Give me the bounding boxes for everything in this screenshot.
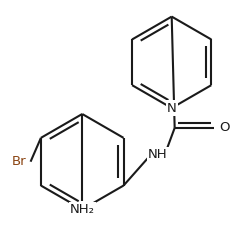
Text: Br: Br — [11, 155, 26, 168]
Text: O: O — [219, 121, 230, 134]
Text: N: N — [167, 101, 177, 115]
Text: NH₂: NH₂ — [70, 203, 95, 216]
Text: NH: NH — [148, 148, 168, 161]
